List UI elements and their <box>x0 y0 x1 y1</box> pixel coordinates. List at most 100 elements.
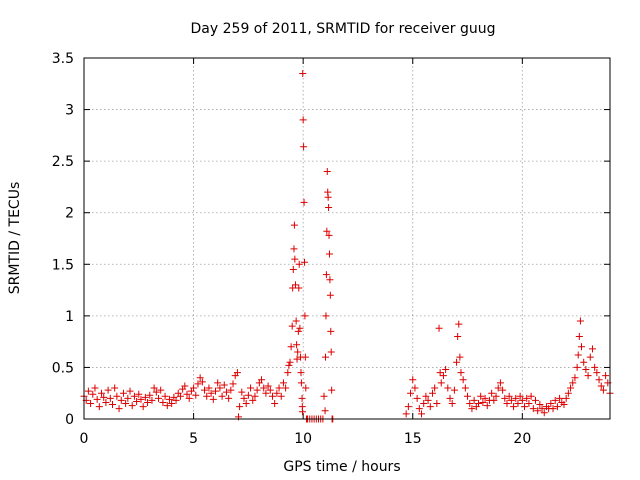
y-tick-label: 2.5 <box>52 154 74 170</box>
data-point <box>185 394 193 402</box>
data-point <box>290 221 298 229</box>
data-point <box>575 332 583 340</box>
data-point <box>479 398 487 406</box>
data-point <box>320 392 328 400</box>
data-point <box>209 395 217 403</box>
data-point <box>466 400 474 408</box>
data-point <box>117 396 125 404</box>
data-point <box>290 245 298 253</box>
data-point <box>106 394 114 402</box>
data-point <box>588 345 596 353</box>
data-point <box>181 382 189 390</box>
data-point <box>490 396 498 404</box>
data-point <box>294 327 302 335</box>
data-point <box>198 378 206 386</box>
data-point <box>322 353 330 361</box>
chart-title: Day 259 of 2011, SRMTID for receiver guu… <box>191 21 496 37</box>
data-point <box>124 394 132 402</box>
x-axis-label: GPS time / hours <box>283 459 400 475</box>
data-point <box>327 348 335 356</box>
data-point <box>461 384 469 392</box>
data-point <box>293 341 301 349</box>
data-point <box>299 69 307 77</box>
data-point <box>289 265 297 273</box>
data-point <box>580 358 588 366</box>
data-point <box>190 384 198 392</box>
data-point <box>194 380 202 388</box>
data-point <box>233 369 241 377</box>
data-point <box>225 394 233 402</box>
data-point <box>258 376 266 384</box>
data-point <box>510 403 518 411</box>
data-point <box>534 407 542 415</box>
data-point <box>183 390 191 398</box>
data-point <box>242 400 250 408</box>
data-point <box>168 400 176 408</box>
data-point <box>578 343 586 351</box>
data-point <box>573 363 581 371</box>
data-point <box>236 403 244 411</box>
data-series <box>80 69 614 423</box>
data-point <box>571 374 579 382</box>
data-point <box>477 392 485 400</box>
data-point <box>321 407 329 415</box>
data-point <box>326 276 334 284</box>
data-point <box>266 386 274 394</box>
data-point <box>468 405 476 413</box>
data-point <box>227 386 235 394</box>
data-point <box>553 403 561 411</box>
data-point <box>599 386 607 394</box>
data-point <box>150 384 158 392</box>
y-tick-label: 3.5 <box>52 51 74 67</box>
data-point <box>212 387 219 395</box>
y-tick-label: 0.5 <box>52 360 74 376</box>
data-point <box>141 393 149 401</box>
data-point <box>431 384 439 392</box>
data-point <box>282 384 290 392</box>
data-point <box>285 361 293 369</box>
data-point <box>595 376 603 384</box>
data-point <box>549 405 557 413</box>
data-point <box>108 401 116 409</box>
data-point <box>556 394 564 402</box>
data-point <box>481 394 489 402</box>
data-point <box>201 386 209 394</box>
data-point <box>300 143 308 151</box>
data-point <box>137 395 145 403</box>
data-point <box>126 387 134 395</box>
data-point <box>91 384 99 392</box>
data-point <box>260 384 268 392</box>
data-point <box>593 369 601 377</box>
data-point <box>567 384 575 392</box>
data-point <box>275 384 283 392</box>
data-point <box>291 255 299 263</box>
data-point <box>464 392 472 400</box>
data-point <box>119 389 127 397</box>
data-point <box>93 395 101 403</box>
data-point <box>286 358 294 366</box>
data-point <box>483 402 491 410</box>
data-point <box>165 395 173 403</box>
data-point <box>292 317 300 325</box>
y-tick-label: 3 <box>65 103 74 119</box>
data-point <box>207 389 215 397</box>
data-point <box>251 392 259 400</box>
data-point <box>89 390 97 398</box>
y-tick-label: 2 <box>65 206 74 222</box>
data-point <box>249 396 257 404</box>
x-tick-label: 15 <box>404 431 422 447</box>
data-point <box>253 386 261 394</box>
data-point <box>148 396 156 404</box>
data-point <box>216 384 224 392</box>
data-point <box>297 379 305 387</box>
data-point <box>152 388 160 396</box>
data-point <box>415 405 423 413</box>
y-tick-label: 1 <box>65 309 74 325</box>
data-point <box>453 358 461 366</box>
data-point <box>244 391 252 399</box>
data-point <box>569 379 577 387</box>
data-point <box>298 394 306 402</box>
data-point <box>323 167 331 175</box>
data-point <box>196 374 204 382</box>
data-point <box>294 348 302 356</box>
